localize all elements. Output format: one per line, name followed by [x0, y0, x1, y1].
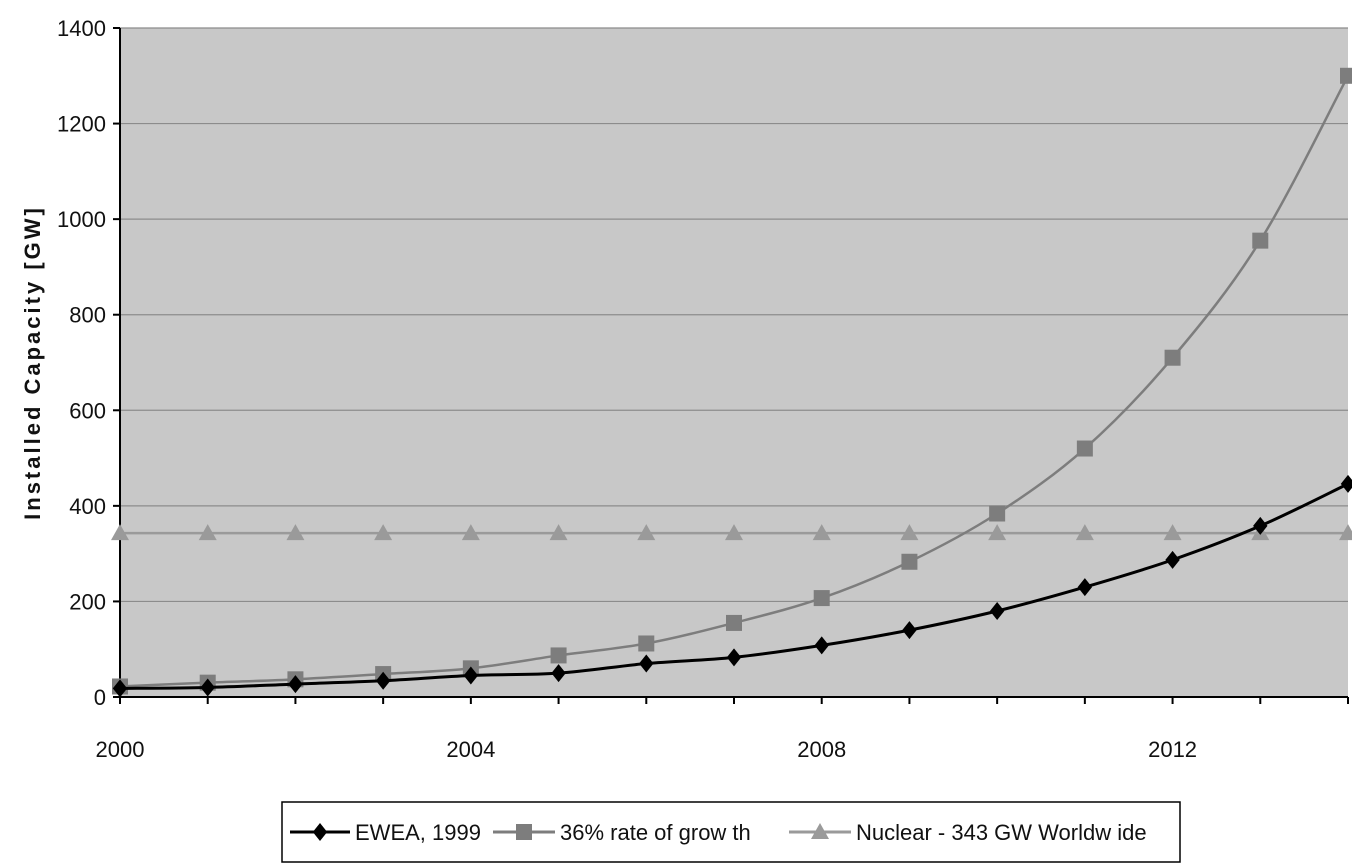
- data-point: [200, 678, 215, 697]
- plot-area: [120, 28, 1348, 697]
- data-point: [551, 664, 566, 683]
- data-point: [1340, 474, 1352, 493]
- series-layer: [111, 67, 1352, 698]
- data-point: [639, 654, 654, 673]
- data-point: [375, 671, 391, 690]
- data-point: [726, 614, 742, 631]
- gridlines: [120, 27, 1348, 603]
- series-2: [111, 524, 1352, 541]
- data-point: [461, 524, 480, 541]
- data-point: [286, 524, 305, 541]
- data-point: [901, 553, 918, 570]
- data-point: [1253, 516, 1268, 535]
- x-tick-label: 2000: [96, 737, 145, 762]
- data-point: [288, 675, 303, 694]
- y-tick-label: 800: [69, 303, 106, 328]
- data-point: [1075, 524, 1094, 541]
- tick-labels: 0 200 400 600 800 1000 1200 1400 2000 2004 2008 201…: [57, 16, 1197, 762]
- y-tick-label: 1000: [57, 207, 106, 232]
- series-0: [112, 474, 1352, 698]
- x-tick-label: 2012: [1148, 737, 1197, 762]
- data-point: [726, 648, 742, 667]
- data-point: [637, 524, 656, 541]
- data-point: [988, 524, 1007, 541]
- y-tick-label: 400: [69, 494, 106, 519]
- data-point: [198, 524, 217, 541]
- y-axis-label: Installed Capacity [GW]: [20, 205, 45, 520]
- data-point: [1163, 524, 1182, 541]
- data-point: [1339, 524, 1352, 541]
- data-point: [812, 524, 831, 541]
- y-tick-label: 1400: [57, 16, 106, 41]
- axes: [113, 27, 1349, 704]
- legend-label: 36% rate of grow th: [560, 820, 751, 845]
- legend-label: Nuclear - 343 GW Worldw ide: [856, 820, 1147, 845]
- data-point: [1164, 349, 1181, 366]
- data-point: [900, 524, 919, 541]
- data-point: [902, 621, 917, 640]
- data-point: [989, 601, 1005, 620]
- legend-marker: [811, 823, 829, 839]
- data-point: [1077, 578, 1093, 597]
- legend-marker: [516, 824, 532, 840]
- x-tick-label: 2004: [446, 737, 495, 762]
- data-point: [989, 505, 1006, 522]
- legend-marker: [312, 823, 328, 841]
- data-point: [112, 679, 128, 698]
- data-point: [813, 590, 830, 607]
- data-point: [549, 524, 568, 541]
- data-point: [1165, 550, 1180, 569]
- legend-item-0: EWEA, 1999: [290, 820, 481, 845]
- y-tick-label: 600: [69, 398, 106, 423]
- data-point: [814, 636, 829, 655]
- data-point: [1076, 440, 1093, 457]
- x-tick-label: 2008: [797, 737, 846, 762]
- legend-item-1: 36% rate of grow th: [493, 820, 751, 845]
- legend-item-2: Nuclear - 343 GW Worldw ide: [789, 820, 1147, 845]
- data-point: [1340, 67, 1352, 84]
- y-tick-label: 1200: [57, 112, 106, 137]
- data-point: [463, 666, 479, 685]
- legend-box: [281, 801, 1181, 863]
- data-point: [111, 524, 129, 541]
- y-tick-label: 200: [69, 589, 106, 614]
- legend-label: EWEA, 1999: [355, 820, 481, 845]
- data-point: [725, 524, 743, 541]
- data-point: [638, 635, 655, 652]
- data-point: [550, 647, 567, 664]
- data-point: [1252, 232, 1269, 249]
- y-tick-label: 0: [94, 685, 106, 710]
- data-point: [374, 524, 393, 541]
- legend: EWEA, 1999 36% rate of grow th Nuclear - 3…: [281, 801, 1181, 863]
